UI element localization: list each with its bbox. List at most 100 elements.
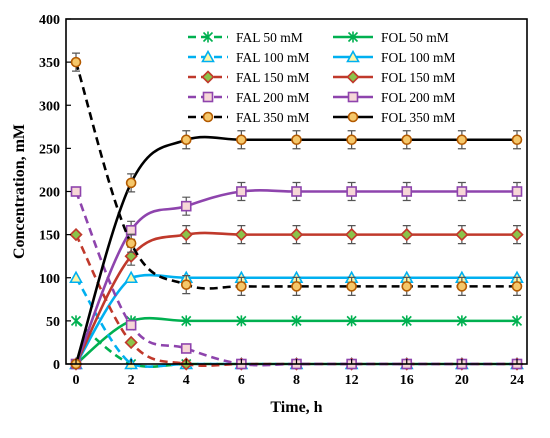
legend-item: FOL 100 mM	[333, 49, 456, 65]
legend-item: FOL 350 mM	[333, 110, 456, 125]
legend-item: FAL 50 mM	[188, 30, 303, 45]
series-fol-200-mm	[70, 181, 523, 370]
legend-label: FAL 50 mM	[236, 30, 303, 45]
y-tick-label: 0	[53, 358, 60, 373]
data-point-marker	[401, 281, 413, 292]
data-point-marker	[347, 91, 359, 103]
data-point-marker	[70, 56, 82, 68]
data-point-marker	[455, 227, 469, 242]
data-point-marker	[202, 91, 214, 103]
series-fal-350-mm	[70, 52, 523, 296]
data-point-marker	[69, 227, 83, 242]
data-point-marker	[291, 134, 302, 146]
series-line	[74, 231, 517, 365]
series-line	[74, 234, 518, 368]
data-point-marker	[125, 177, 137, 189]
data-point-marker	[456, 134, 468, 146]
x-tick-label: 24	[510, 373, 524, 388]
data-point-marker	[236, 134, 247, 146]
legend-label: FOL 50 mM	[381, 30, 449, 45]
legend-label: FAL 200 mM	[236, 90, 310, 105]
data-point-marker	[401, 315, 412, 327]
legend-label: FAL 100 mM	[236, 50, 310, 65]
data-point-marker	[124, 249, 138, 263]
data-point-marker	[181, 315, 192, 327]
data-point-marker	[456, 315, 467, 327]
data-point-marker	[236, 315, 247, 327]
series-line	[74, 135, 517, 365]
x-tick-label: 2	[128, 373, 135, 388]
data-point-marker	[291, 186, 302, 197]
y-tick-label: 150	[39, 229, 60, 244]
legend-item: FAL 200 mM	[188, 90, 310, 105]
legend-label: FAL 150 mM	[236, 70, 310, 85]
y-tick-label: 400	[39, 13, 60, 28]
data-point-marker	[202, 31, 214, 43]
y-tick-label: 350	[39, 56, 60, 71]
y-tick-label: 300	[39, 99, 60, 114]
data-point-marker	[346, 49, 360, 63]
data-point-marker	[124, 335, 138, 350]
y-tick-label: 50	[46, 315, 60, 330]
y-tick-label: 250	[39, 142, 60, 157]
legend-item: FAL 150 mM	[188, 70, 310, 85]
x-tick-label: 16	[400, 373, 414, 388]
data-point-marker	[125, 225, 137, 236]
data-point-marker	[511, 186, 523, 197]
data-point-marker	[291, 281, 302, 292]
data-point-marker	[346, 70, 360, 84]
x-tick-label: 0	[73, 373, 80, 388]
data-point-marker	[346, 281, 357, 292]
data-point-marker	[401, 186, 413, 197]
y-tick-label: 200	[39, 186, 60, 201]
legend-label: FAL 350 mM	[236, 110, 310, 125]
data-point-marker	[236, 186, 247, 197]
legend-label: FOL 100 mM	[381, 50, 456, 65]
data-point-marker	[236, 281, 247, 292]
legend-item: FOL 200 mM	[333, 90, 456, 105]
legend-label: FOL 200 mM	[381, 90, 456, 105]
data-point-marker	[456, 186, 468, 197]
legend-item: FOL 50 mM	[333, 30, 449, 45]
data-point-marker	[347, 111, 359, 123]
data-point-marker	[346, 315, 357, 327]
data-point-marker	[510, 227, 524, 242]
y-tick-label: 100	[39, 272, 60, 287]
data-point-marker	[344, 227, 359, 242]
data-point-marker	[70, 186, 82, 197]
x-axis-title: Time, h	[270, 399, 322, 416]
data-point-marker	[180, 134, 192, 146]
x-tick-label: 6	[238, 373, 245, 388]
data-point-marker	[124, 270, 138, 284]
data-point-marker	[511, 281, 523, 292]
data-point-marker	[180, 200, 192, 212]
legend-item: FAL 100 mM	[188, 49, 310, 65]
x-tick-label: 8	[293, 373, 300, 388]
data-point-marker	[234, 227, 249, 242]
data-point-marker	[291, 315, 302, 327]
data-point-marker	[125, 237, 137, 249]
x-tick-label: 12	[345, 373, 359, 388]
data-point-marker	[346, 186, 357, 197]
legend-label: FOL 150 mM	[381, 70, 456, 85]
legend-item: FAL 350 mM	[188, 110, 310, 125]
x-tick-label: 4	[183, 373, 190, 388]
data-point-marker	[201, 49, 215, 63]
data-point-marker	[70, 315, 82, 327]
series-fol-150-mm	[69, 225, 524, 371]
data-point-marker	[511, 315, 523, 327]
data-point-marker	[125, 319, 137, 331]
data-point-marker	[289, 227, 304, 242]
data-point-marker	[401, 134, 413, 146]
x-tick-label: 20	[455, 373, 469, 388]
data-point-marker	[179, 227, 193, 242]
legend-item: FOL 150 mM	[333, 70, 456, 85]
data-point-marker	[400, 227, 414, 242]
data-point-marker	[456, 281, 468, 292]
legend-label: FOL 350 mM	[381, 110, 456, 125]
data-point-marker	[511, 134, 523, 146]
data-point-marker	[69, 270, 83, 284]
y-axis-title: Concentration, mM	[11, 124, 28, 259]
data-point-marker	[202, 111, 214, 123]
